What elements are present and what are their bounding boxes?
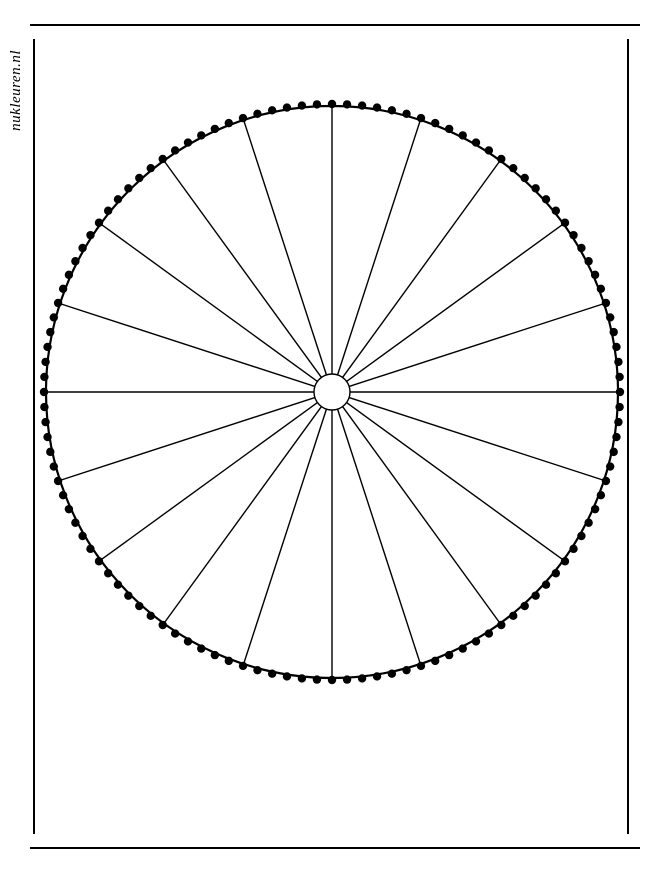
watermark-text: nukleuren.nl [8, 50, 25, 131]
coloring-page: nukleuren.nl [0, 0, 660, 880]
mandala-svg [0, 0, 660, 880]
mandala-inner-ring [314, 374, 350, 410]
